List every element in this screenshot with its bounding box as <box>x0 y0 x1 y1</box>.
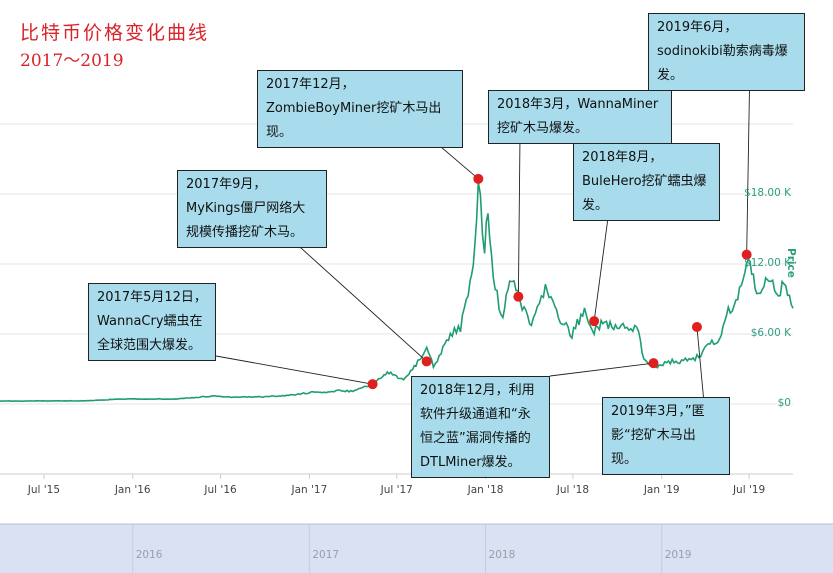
event-callout-sodinokibi: 2019年6月，sodinokibi勒索病毒爆发。 <box>648 13 805 91</box>
chart-title: 比特币价格变化曲线 <box>20 22 210 44</box>
event-callout-niying: 2019年3月，”匿影“挖矿木马出现。 <box>602 397 730 475</box>
event-marker <box>473 173 484 184</box>
leader-line <box>215 355 373 385</box>
event-callout-wannaminer: 2018年3月，WannaMiner挖矿木马爆发。 <box>488 90 672 144</box>
leader-line <box>549 362 654 377</box>
event-callout-mykings: 2017年9月，MyKings僵尸网络大规模传播挖矿木马。 <box>177 170 327 248</box>
event-marker <box>421 356 432 367</box>
x-tick-label: Jan '19 <box>643 484 680 496</box>
event-marker <box>691 322 702 332</box>
navigator-year-label: 2017 <box>312 549 340 561</box>
series-line <box>0 182 794 403</box>
leader-line <box>517 135 521 297</box>
event-marker <box>741 249 752 260</box>
event-marker <box>589 316 600 327</box>
event-marker <box>367 379 378 390</box>
x-tick-label: Jul '17 <box>380 484 413 496</box>
navigator-year-label: 2018 <box>488 549 516 561</box>
y-tick-label: $0 <box>777 397 791 409</box>
event-marker <box>648 358 659 369</box>
x-tick-label: Jan '17 <box>291 484 328 496</box>
chart-subtitle: 2017～2019 <box>20 51 124 71</box>
y-tick-label: $12.00 K <box>744 257 791 269</box>
x-tick-label: Jul '15 <box>27 484 61 496</box>
event-callout-zombieboyminer: 2017年12月，ZombieBoyMiner挖矿木马出现。 <box>257 70 463 148</box>
x-tick-label: Jul '16 <box>204 484 237 496</box>
navigator-band <box>0 524 833 573</box>
x-tick-label: Jul '18 <box>556 484 590 496</box>
event-callout-wannacry: 2017年5月12日，WannaCry蠕虫在全球范围大爆发。 <box>88 283 216 361</box>
y-tick-label: $18.00 K <box>744 187 791 199</box>
navigator-year-label: 2016 <box>135 549 163 561</box>
y-tick-label: $6.00 K <box>750 327 791 339</box>
event-callout-bulehero: 2018年8月，BuleHero挖矿蠕虫爆发。 <box>573 143 720 221</box>
event-callout-dtlminer: 2018年12月，利用软件升级通道和“永恒之蓝”漏洞传播的DTLMiner爆发。 <box>411 376 550 478</box>
x-tick-label: Jul '19 <box>732 484 766 496</box>
event-marker <box>513 291 524 302</box>
x-tick-label: Jan '16 <box>114 484 151 496</box>
x-tick-label: Jan '18 <box>467 484 504 496</box>
navigator-year-label: 2019 <box>664 549 692 561</box>
